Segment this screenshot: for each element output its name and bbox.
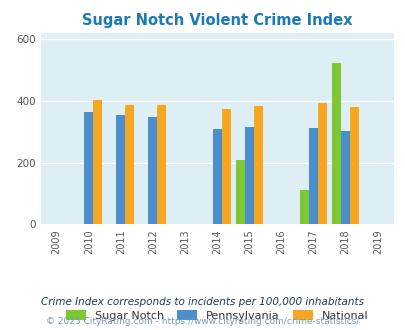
Bar [84,112,93,224]
Bar [349,107,358,224]
Bar [212,129,221,224]
Bar [125,105,134,224]
Text: Crime Index corresponds to incidents per 100,000 inhabitants: Crime Index corresponds to incidents per… [41,297,364,307]
Bar [116,115,125,224]
Bar [221,109,230,224]
Bar [317,103,326,224]
Bar [157,105,166,224]
Title: Sugar Notch Violent Crime Index: Sugar Notch Violent Crime Index [82,13,352,28]
Bar [253,106,262,224]
Bar [340,131,349,224]
Bar [235,160,244,224]
Bar [244,127,253,224]
Bar [93,100,102,224]
Legend: Sugar Notch, Pennsylvania, National: Sugar Notch, Pennsylvania, National [66,310,368,321]
Bar [148,117,157,224]
Bar [299,190,308,224]
Text: © 2025 CityRating.com - https://www.cityrating.com/crime-statistics/: © 2025 CityRating.com - https://www.city… [46,317,359,326]
Bar [331,63,340,224]
Bar [308,128,317,224]
